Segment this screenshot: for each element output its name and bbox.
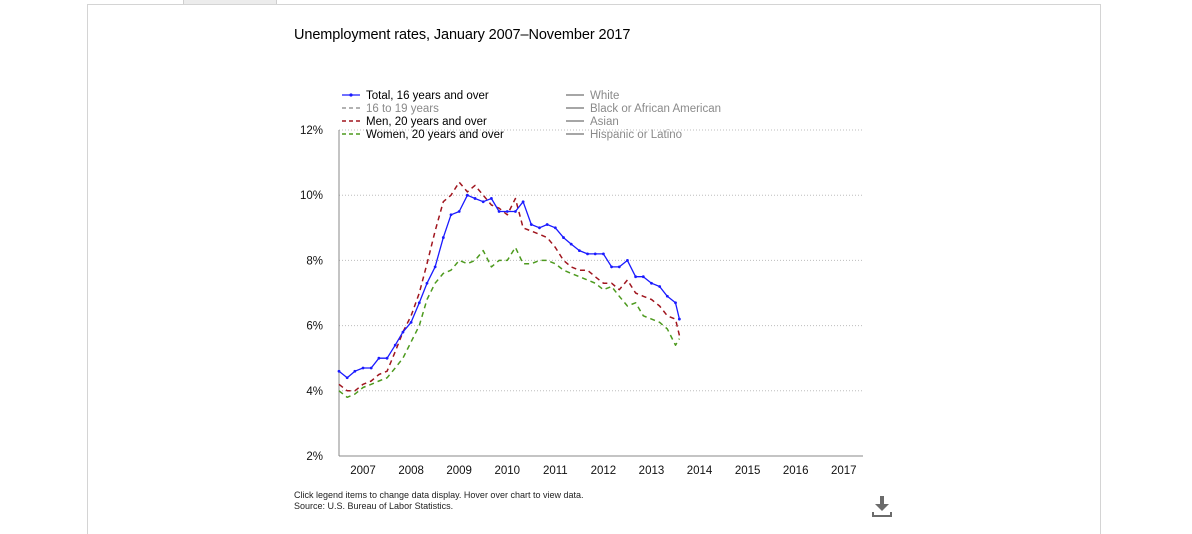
data-point-total	[617, 265, 621, 269]
data-point-total	[409, 320, 413, 324]
x-tick-label-2008: 2008	[398, 465, 424, 477]
x-tick-label-2013: 2013	[639, 465, 665, 477]
chart-footnote: Click legend items to change data displa…	[294, 490, 583, 512]
y-tick-label-8: 8%	[306, 255, 323, 267]
chart-panel	[87, 4, 1101, 534]
x-tick-label-2017: 2017	[831, 465, 857, 477]
legend-item-0[interactable]: Total, 16 years and over	[342, 90, 489, 102]
data-point-total	[449, 213, 453, 217]
x-tick-label-2012: 2012	[591, 465, 617, 477]
data-point-total	[521, 200, 525, 204]
legend-item-6[interactable]: Asian	[566, 116, 619, 128]
series-line-men	[338, 181, 681, 392]
legend-label: Hispanic or Latino	[590, 129, 682, 141]
legend-label: Women, 20 years and over	[366, 129, 504, 141]
data-point-total	[473, 197, 477, 200]
data-point-total	[457, 210, 461, 213]
legend-item-7[interactable]: Hispanic or Latino	[566, 129, 682, 141]
data-point-total	[569, 242, 573, 246]
download-arrow-icon	[872, 496, 892, 517]
data-point-total	[489, 197, 493, 200]
legend-label: Black or African American	[590, 103, 721, 115]
line-chart[interactable]: 2% 4% 6% 8% 10% 12% 2007 2008 2009 2010 2011 2012 20…	[0, 0, 1192, 520]
data-point-total	[553, 226, 557, 230]
x-tick-label-2014: 2014	[687, 465, 713, 477]
data-point-total	[433, 265, 437, 269]
data-point-total	[586, 252, 589, 256]
y-tick-label-2: 2%	[306, 451, 323, 463]
legend-label: 16 to 19 years	[366, 103, 439, 115]
legend-item-3[interactable]: Women, 20 years and over	[342, 129, 504, 141]
data-point-total	[677, 317, 681, 321]
data-point-total	[385, 356, 389, 360]
legend-item-2[interactable]: Men, 20 years and over	[342, 116, 487, 128]
data-point-total	[577, 249, 581, 253]
series-line-women	[338, 246, 681, 399]
legend-item-4[interactable]: White	[566, 90, 619, 102]
legend-label: Total, 16 years and over	[366, 90, 489, 102]
series-line-total	[338, 194, 681, 379]
legend-label: Men, 20 years and over	[366, 116, 487, 128]
data-point-total	[465, 193, 469, 197]
legend-item-1[interactable]: 16 to 19 years	[342, 103, 439, 115]
data-point-total	[505, 210, 509, 213]
x-tick-label-2015: 2015	[735, 465, 761, 477]
data-point-total	[674, 301, 677, 305]
footnote-source: Source: U.S. Bureau of Labor Statistics.	[294, 501, 454, 511]
data-point-total	[345, 376, 349, 380]
data-point-total	[393, 343, 397, 347]
data-point-total	[626, 259, 629, 262]
data-point-total	[337, 369, 341, 373]
data-point-total	[593, 252, 597, 256]
data-point-total	[665, 294, 669, 298]
data-point-total	[634, 275, 638, 279]
data-point-total	[497, 210, 501, 213]
data-point-total	[361, 366, 365, 370]
data-point-total	[377, 356, 381, 360]
data-point-total	[538, 226, 541, 230]
download-icon[interactable]	[872, 494, 892, 518]
legend-label: White	[590, 90, 619, 102]
y-tick-label-6: 6%	[306, 321, 323, 333]
data-point-total	[610, 265, 613, 269]
x-tick-label-2007: 2007	[350, 465, 376, 477]
data-point-total	[602, 252, 605, 256]
data-point-total	[545, 223, 549, 226]
data-point-total	[562, 236, 565, 239]
data-point-total	[369, 366, 373, 370]
legend-label: Asian	[590, 116, 619, 128]
y-tick-label-10: 10%	[300, 190, 323, 202]
chart-title: Unemployment rates, January 2007–Novembe…	[294, 27, 631, 43]
data-point-total	[514, 210, 517, 213]
x-tick-label-2016: 2016	[783, 465, 809, 477]
data-point-total	[641, 275, 645, 279]
x-tick-label-2009: 2009	[446, 465, 472, 477]
data-point-total	[425, 281, 429, 285]
data-point-total	[658, 285, 662, 288]
x-tick-label-2010: 2010	[494, 465, 520, 477]
y-tick-label-4: 4%	[306, 386, 323, 398]
data-point-total	[417, 301, 421, 305]
footnote-instructions: Click legend items to change data displa…	[294, 490, 584, 500]
data-point-total	[401, 330, 405, 334]
data-point-total	[650, 281, 653, 285]
legend-swatch-marker	[349, 93, 353, 97]
x-tick-label-2011: 2011	[543, 465, 568, 477]
data-point-total	[353, 369, 357, 373]
y-tick-label-12: 12%	[300, 125, 323, 137]
legend-item-5[interactable]: Black or African American	[566, 103, 721, 115]
data-point-total	[529, 223, 533, 226]
data-point-total	[441, 236, 445, 239]
data-point-total	[481, 200, 485, 204]
